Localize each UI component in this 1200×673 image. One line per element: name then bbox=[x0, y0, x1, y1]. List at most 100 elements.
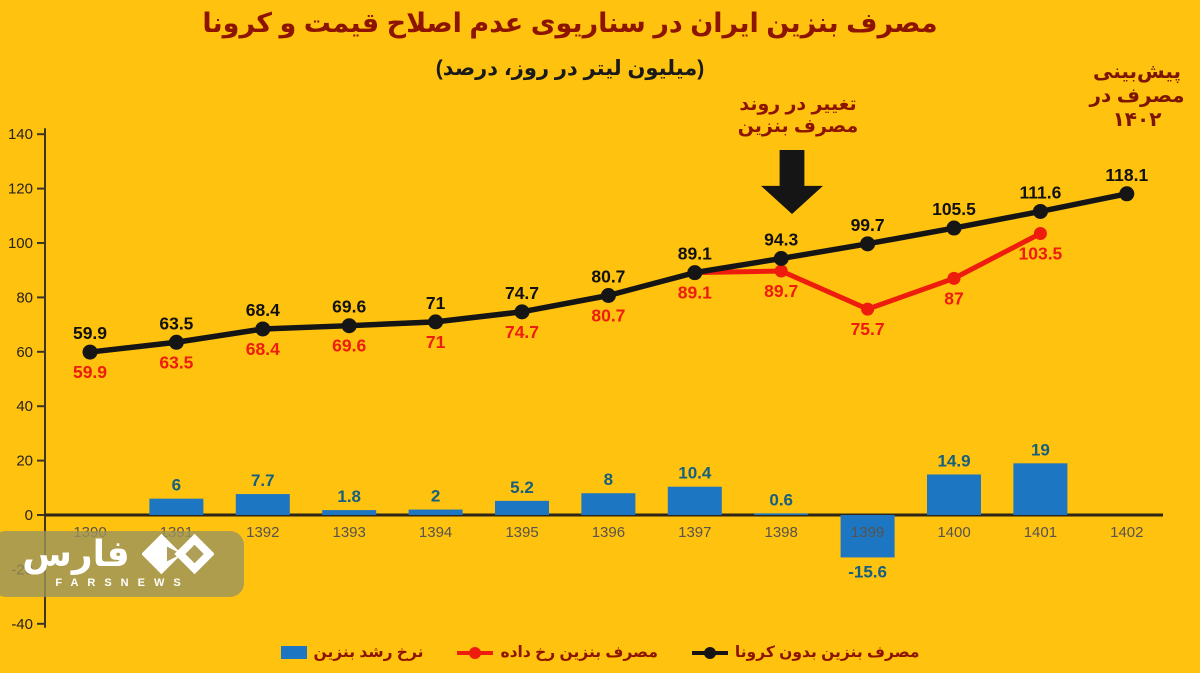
bar-label-1391: 6 bbox=[172, 476, 181, 495]
black-point-1396 bbox=[600, 287, 616, 303]
red-label-1395: 74.7 bbox=[505, 322, 539, 342]
black-point-1398 bbox=[773, 251, 789, 267]
black-point-1392 bbox=[255, 321, 271, 337]
black-label-1400: 105.5 bbox=[932, 199, 976, 219]
bar-label-1396: 8 bbox=[604, 470, 613, 489]
y-axis-tick-label: -40 bbox=[11, 616, 33, 633]
bar-1396 bbox=[581, 493, 636, 515]
bar-label-1393: 1.8 bbox=[337, 487, 361, 506]
red-point-1401 bbox=[1033, 226, 1047, 240]
y-axis-tick-label: 100 bbox=[8, 235, 33, 252]
red-label-1390: 59.9 bbox=[73, 362, 107, 382]
black-point-1400 bbox=[946, 220, 962, 236]
black-label-1398: 94.3 bbox=[764, 230, 798, 250]
y-axis-tick-label: 120 bbox=[8, 181, 33, 198]
black-label-1399: 99.7 bbox=[851, 215, 885, 235]
x-axis-year-label-1401: 1401 bbox=[1024, 524, 1057, 541]
bar-1399 bbox=[840, 515, 895, 558]
black-label-1401: 111.6 bbox=[1019, 182, 1061, 202]
bar-label-1392: 7.7 bbox=[251, 471, 275, 490]
y-axis-tick-label: 140 bbox=[8, 126, 33, 143]
black-point-1391 bbox=[168, 334, 184, 350]
forecast-annotation: پیش‌بینی مصرف در ۱۴۰۲ bbox=[1078, 60, 1196, 132]
legend-item-actual-consumption: مصرف بنزین رخ داده bbox=[457, 643, 658, 662]
bar-1400 bbox=[927, 474, 981, 515]
black-point-1394 bbox=[428, 314, 444, 330]
black-label-1395: 74.7 bbox=[505, 283, 539, 303]
black-point-1402 bbox=[1119, 186, 1135, 202]
fars-logo-farsi-wordmark: فارس bbox=[22, 533, 130, 574]
y-axis-tick-label: 80 bbox=[16, 289, 33, 306]
red-point-1399 bbox=[861, 302, 875, 316]
red-point-1400 bbox=[947, 271, 961, 285]
bar-label-1399: -15.6 bbox=[848, 562, 887, 581]
chart-legend: نرخ رشد بنزین مصرف بنزین رخ داده مصرف بن… bbox=[0, 643, 1200, 662]
red-line-marker-icon bbox=[457, 646, 494, 660]
bar-1398 bbox=[754, 513, 809, 515]
black-point-1397 bbox=[687, 265, 703, 281]
red-label-1397: 89.1 bbox=[678, 283, 712, 303]
black-line-marker-icon bbox=[691, 646, 728, 660]
bar-1395 bbox=[495, 500, 549, 515]
x-axis-year-label-1395: 1395 bbox=[505, 524, 538, 541]
trend-annotation: تغییر در روند مصرف بنزین bbox=[698, 94, 898, 138]
black-label-1392: 68.4 bbox=[246, 300, 280, 320]
black-label-1391: 63.5 bbox=[159, 313, 193, 333]
fars-news-logo: فارس FARSNEWS bbox=[0, 531, 244, 597]
bar-label-1397: 10.4 bbox=[678, 464, 712, 483]
legend-item-no-corona: مصرف بنزین بدون کرونا bbox=[691, 643, 920, 662]
bar-swatch-icon bbox=[280, 646, 307, 659]
legend-label: نرخ رشد بنزین bbox=[313, 644, 424, 661]
bar-1397 bbox=[667, 486, 722, 515]
bar-1401 bbox=[1013, 463, 1068, 515]
y-axis-tick-label: 60 bbox=[16, 344, 33, 361]
x-axis-year-label-1402: 1402 bbox=[1110, 524, 1143, 541]
bar-label-1398: 0.6 bbox=[769, 490, 793, 509]
black-label-1390: 59.9 bbox=[73, 323, 107, 343]
x-axis-year-label-1400: 1400 bbox=[937, 524, 970, 541]
x-axis-year-label-1396: 1396 bbox=[592, 524, 625, 541]
bar-label-1394: 2 bbox=[431, 487, 440, 506]
black-label-1402: 118.1 bbox=[1105, 165, 1148, 185]
black-point-1390 bbox=[82, 344, 98, 360]
legend-label: مصرف بنزین بدون کرونا bbox=[734, 644, 920, 661]
chart-subtitle: (میلیون لیتر در روز، درصد) bbox=[435, 57, 705, 80]
fars-logo-diamonds-icon bbox=[141, 533, 214, 575]
y-axis-tick-label: 20 bbox=[16, 453, 33, 470]
legend-label: مصرف بنزین رخ داده bbox=[500, 644, 658, 661]
black-point-1393 bbox=[341, 318, 357, 334]
forecast-line-1: پیش‌بینی bbox=[1092, 61, 1182, 83]
x-axis-year-label-1398: 1398 bbox=[765, 524, 798, 541]
red-label-1396: 80.7 bbox=[591, 305, 625, 325]
x-axis-year-label-1397: 1397 bbox=[678, 524, 711, 541]
red-label-1394: 71 bbox=[426, 332, 446, 352]
black-label-1396: 80.7 bbox=[591, 266, 625, 286]
trend-line-2: مصرف بنزین bbox=[737, 116, 859, 137]
red-point-1398 bbox=[774, 264, 788, 278]
forecast-line-3: ۱۴۰۲ bbox=[1112, 109, 1162, 131]
bar-label-1401: 19 bbox=[1031, 440, 1050, 459]
black-label-1397: 89.1 bbox=[678, 244, 712, 264]
x-axis-year-label-1394: 1394 bbox=[419, 524, 452, 541]
x-axis-year-label-1392: 1392 bbox=[246, 524, 279, 541]
bar-1393 bbox=[322, 510, 377, 515]
black-label-1393: 69.6 bbox=[332, 297, 366, 317]
red-label-1393: 69.6 bbox=[332, 336, 366, 356]
bar-label-1400: 14.9 bbox=[937, 451, 970, 470]
black-point-1401 bbox=[1032, 203, 1048, 219]
bar-1392 bbox=[235, 494, 290, 515]
black-point-1399 bbox=[860, 236, 876, 252]
y-axis-tick-label: 0 bbox=[25, 507, 33, 524]
trend-line-1: تغییر در روند bbox=[739, 94, 857, 115]
bar-label-1395: 5.2 bbox=[510, 478, 534, 497]
page-title: مصرف بنزین ایران در سناریوی عدم اصلاح قی… bbox=[202, 8, 938, 38]
fars-logo-latin-wordmark: FARSNEWS bbox=[55, 577, 190, 589]
red-label-1400: 87 bbox=[944, 288, 963, 308]
x-axis-year-label-1393: 1393 bbox=[333, 524, 366, 541]
red-label-1391: 63.5 bbox=[159, 352, 193, 372]
black-label-1394: 71 bbox=[426, 293, 446, 313]
forecast-line-2: مصرف در bbox=[1089, 85, 1185, 107]
bar-1394 bbox=[408, 509, 463, 515]
